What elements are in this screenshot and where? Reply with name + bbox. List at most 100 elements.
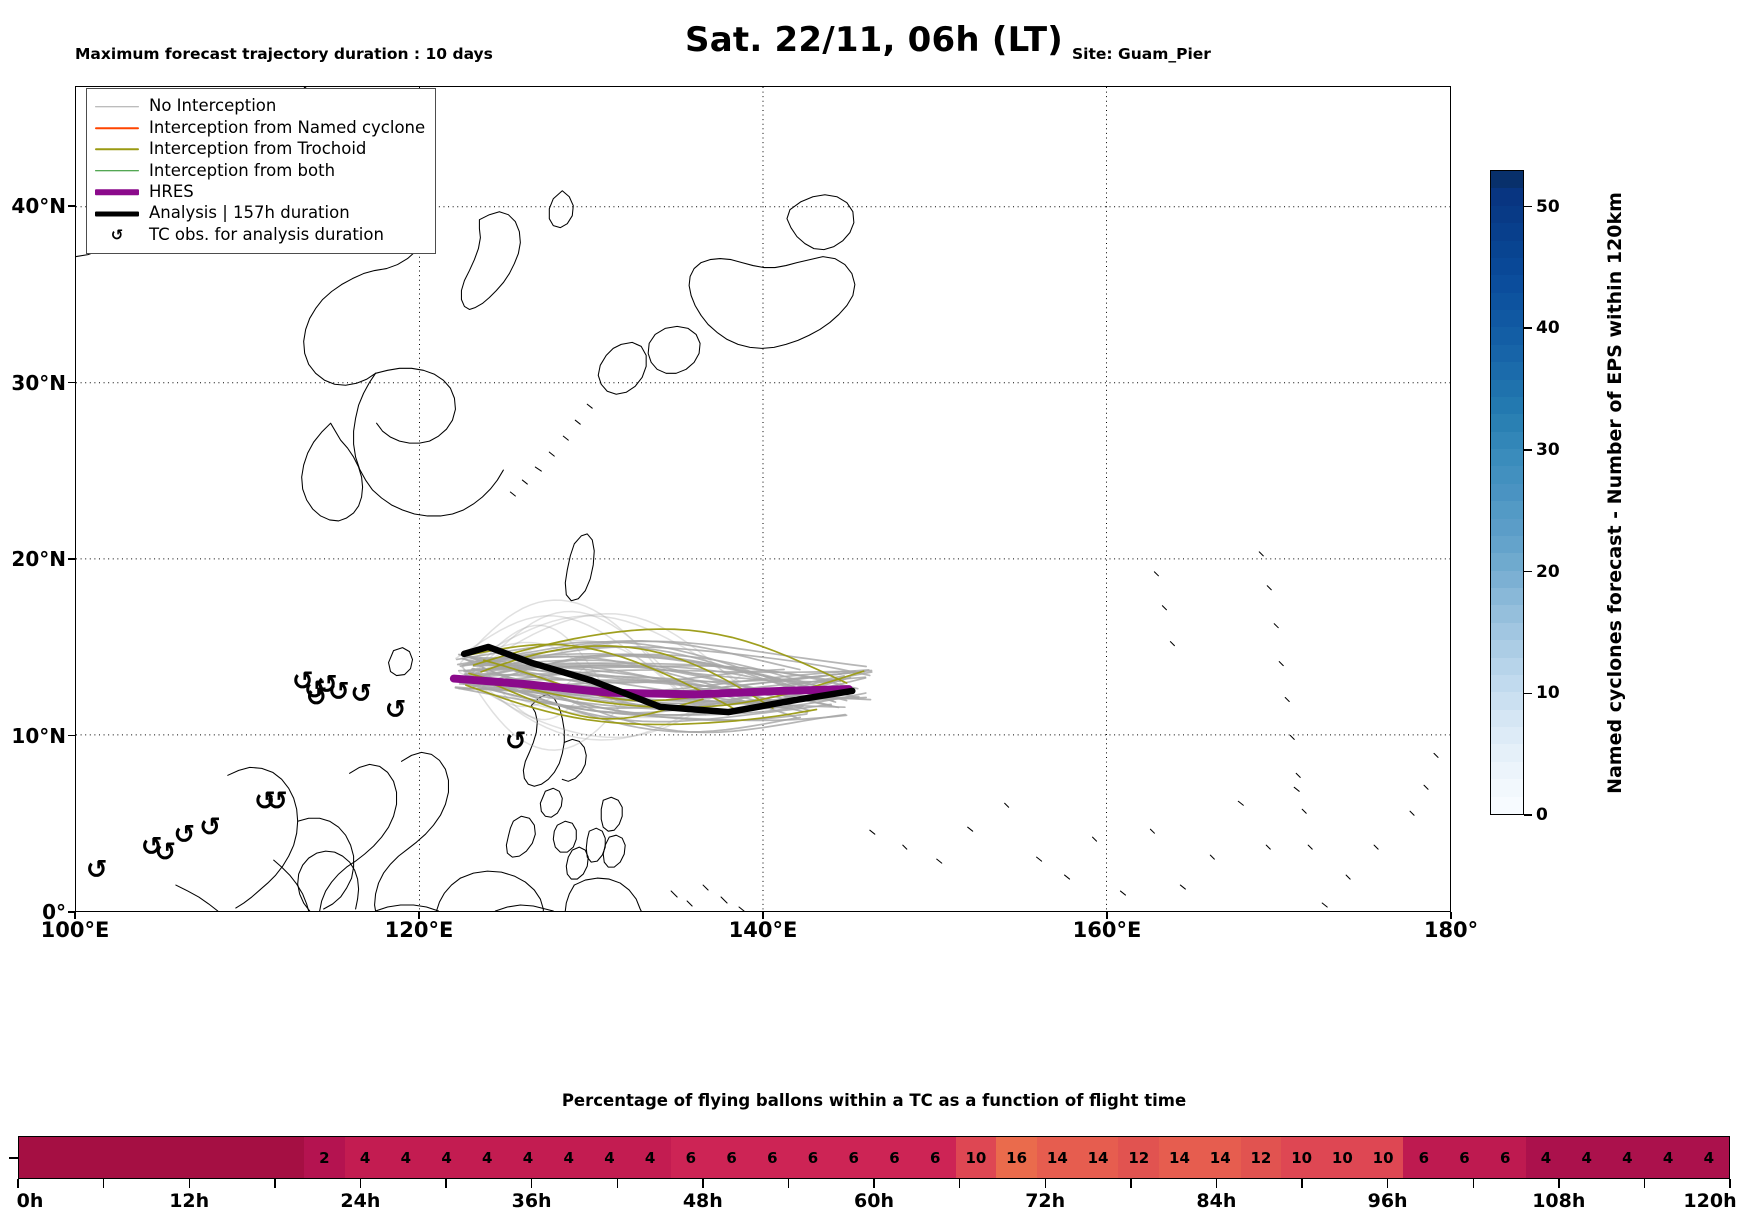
percentage-minor-tick [530, 1179, 533, 1188]
y-tick-mark-1 [68, 734, 75, 737]
percentage-cell-1[interactable] [59, 1137, 101, 1178]
percentage-x-label-9: 108h [1532, 1190, 1586, 1212]
percentage-cell-0[interactable] [19, 1137, 60, 1178]
percentage-cell-3[interactable] [141, 1137, 182, 1178]
percentage-minor-tick [1130, 1179, 1132, 1188]
percentage-bar[interactable]: 2 4 4 4 4 4 4 4 4 6 6 6 6 6 6 6 10 16 14 14 12 14 14 12 10 10 10 6 6… [18, 1136, 1730, 1179]
x-tick-mark-1 [418, 912, 420, 919]
percentage-cell-2[interactable] [100, 1137, 142, 1178]
percentage-cell-24[interactable]: 16 [996, 1137, 1037, 1178]
percentage-cell-29[interactable]: 14 [1199, 1137, 1241, 1178]
legend-item-3[interactable]: Interception from both [95, 160, 425, 181]
percentage-cell-17[interactable]: 6 [711, 1137, 752, 1178]
tc-obs-marker-13: ↺ [86, 855, 108, 885]
percentage-cell-19[interactable]: 6 [792, 1137, 834, 1178]
tc-obs-marker-6: ↺ [385, 695, 407, 725]
y-tick-label-4: 40°N [11, 194, 66, 219]
legend-label-1: Interception from Named cyclone [149, 117, 426, 137]
legend-item-1[interactable]: Interception from Named cyclone [95, 117, 425, 138]
colorbar-segment-19 [1491, 501, 1523, 519]
percentage-cell-14[interactable]: 4 [589, 1137, 630, 1178]
legend-label-6: TC obs. for analysis duration [149, 224, 384, 244]
colorbar-segment-32 [1491, 727, 1523, 745]
percentage-cell-6[interactable] [263, 1137, 305, 1178]
colorbar[interactable]: 0 10 20 30 40 50 [1490, 170, 1560, 825]
percentage-cell-28[interactable]: 14 [1159, 1137, 1200, 1178]
colorbar-segment-33 [1491, 744, 1523, 762]
percentage-cell-10[interactable]: 4 [426, 1137, 467, 1178]
percentage-cell-13[interactable]: 4 [548, 1137, 590, 1178]
percentage-cell-26[interactable]: 14 [1077, 1137, 1119, 1178]
legend-item-2[interactable]: Interception from Trochoid [95, 139, 425, 160]
header-site: Site: Guam_Pier [1072, 44, 1211, 63]
percentage-cell-20[interactable]: 6 [833, 1137, 875, 1178]
colorbar-segment-1 [1491, 188, 1523, 206]
percentage-cell-30[interactable]: 12 [1240, 1137, 1282, 1178]
legend-item-4[interactable]: HRES [95, 182, 425, 203]
percentage-cell-39[interactable]: 4 [1607, 1137, 1648, 1178]
colorbar-title: Named cyclones forecast - Number of EPS … [1604, 192, 1627, 794]
colorbar-segment-3 [1491, 223, 1523, 241]
percentage-cell-7[interactable]: 2 [304, 1137, 345, 1178]
percentage-minor-tick [445, 1179, 447, 1188]
percentage-cell-41[interactable]: 4 [1688, 1137, 1730, 1178]
colorbar-tick-label-5: 50 [1536, 196, 1560, 217]
colorbar-segment-29 [1491, 674, 1523, 693]
legend-item-0[interactable]: No Interception [95, 96, 425, 117]
colorbar-segment-18 [1491, 483, 1523, 502]
percentage-cell-8[interactable]: 4 [344, 1137, 386, 1178]
x-tick-mark-3 [1106, 912, 1108, 919]
percentage-minor-tick [1472, 1179, 1474, 1188]
legend-swatch-3 [95, 164, 139, 178]
percentage-x-label-8: 96h [1367, 1190, 1408, 1212]
percentage-cell-23[interactable]: 10 [955, 1137, 997, 1178]
colorbar-segment-17 [1491, 466, 1523, 484]
percentage-cell-22[interactable]: 6 [914, 1137, 956, 1178]
legend-item-5[interactable]: Analysis | 157h duration [95, 203, 425, 224]
tc-obs-marker-1: ↺ [304, 675, 326, 705]
x-tick-mark-0 [74, 912, 76, 919]
percentage-minor-tick [958, 1179, 961, 1188]
percentage-cell-15[interactable]: 4 [629, 1137, 671, 1178]
percentage-cell-5[interactable] [222, 1137, 264, 1178]
percentage-x-label-1: 12h [169, 1190, 210, 1212]
colorbar-segment-6 [1491, 275, 1523, 293]
percentage-cell-12[interactable]: 4 [507, 1137, 549, 1178]
percentage-cell-37[interactable]: 4 [1525, 1137, 1567, 1178]
percentage-cell-4[interactable] [181, 1137, 223, 1178]
tc-observation-markers: ↺↺↺↺ ↺ ↺↺↺↺↺ ↺↺↺↺↺ [86, 667, 527, 885]
percentage-cell-27[interactable]: 12 [1118, 1137, 1160, 1178]
y-tick-label-1: 10°N [11, 723, 66, 748]
percentage-cell-32[interactable]: 10 [1322, 1137, 1363, 1178]
percentage-cell-9[interactable]: 4 [385, 1137, 427, 1178]
percentage-cell-40[interactable]: 4 [1647, 1137, 1689, 1178]
percentage-cell-31[interactable]: 10 [1281, 1137, 1322, 1178]
percentage-cell-11[interactable]: 4 [466, 1137, 508, 1178]
colorbar-tick-label-0: 0 [1536, 805, 1548, 825]
x-tick-mark-2 [762, 912, 764, 919]
tc-obs-legend-icon: ↺ [110, 225, 124, 244]
percentage-cell-33[interactable]: 10 [1362, 1137, 1404, 1178]
percentage-cell-35[interactable]: 6 [1444, 1137, 1485, 1178]
map-legend[interactable]: No Interception Interception from Named c… [86, 88, 437, 254]
colorbar-segment-11 [1491, 362, 1523, 380]
colorbar-segment-2 [1491, 205, 1523, 224]
percentage-bar-title: Percentage of flying ballons within a TC… [561, 1091, 1187, 1110]
percentage-bar-wrap[interactable]: 2 4 4 4 4 4 4 4 4 6 6 6 6 6 6 6 10 16 14 14 12 14 14 12 10 10 10 6 6… [18, 1136, 1730, 1179]
colorbar-tick-label-4: 40 [1536, 318, 1560, 339]
colorbar-tick-5 [1524, 205, 1532, 208]
percentage-x-label-2: 24h [340, 1190, 381, 1212]
colorbar-segment-5 [1491, 257, 1523, 276]
legend-item-6[interactable]: ↺ TC obs. for analysis duration [95, 224, 425, 245]
percentage-cell-21[interactable]: 6 [874, 1137, 915, 1178]
percentage-cell-25[interactable]: 14 [1036, 1137, 1078, 1178]
percentage-cell-36[interactable]: 6 [1484, 1137, 1526, 1178]
percentage-cell-34[interactable]: 6 [1403, 1137, 1445, 1178]
percentage-cell-38[interactable]: 4 [1566, 1137, 1608, 1178]
percentage-cell-18[interactable]: 6 [751, 1137, 793, 1178]
percentage-cell-16[interactable]: 6 [670, 1137, 712, 1178]
x-tick-label-3: 160°E [1072, 918, 1142, 942]
colorbar-segment-0 [1491, 171, 1523, 189]
colorbar-segment-9 [1491, 327, 1523, 345]
legend-swatch-0 [95, 100, 139, 114]
